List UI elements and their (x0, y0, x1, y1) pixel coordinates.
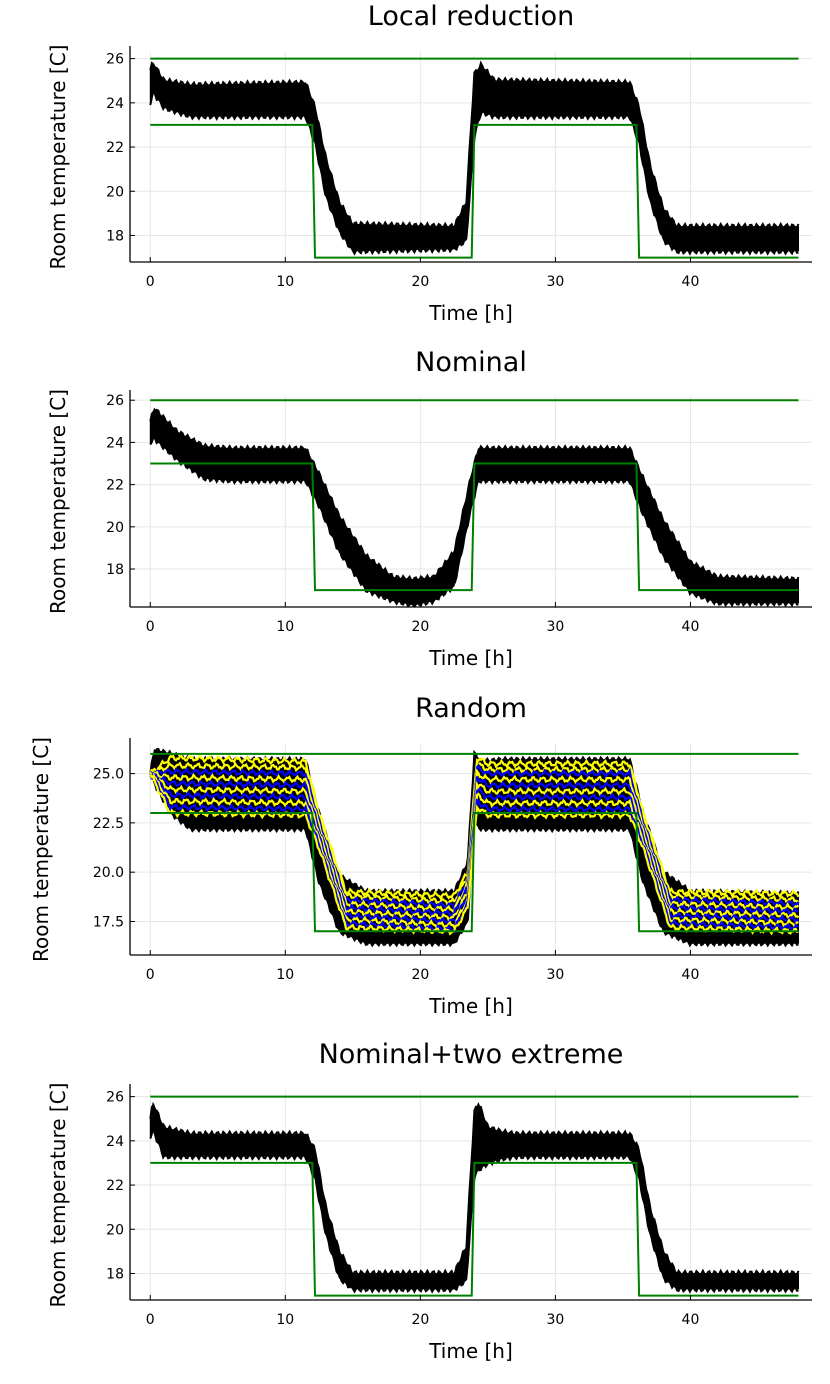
comfort-bound-lower (150, 462, 799, 592)
x-axis-label: Time [h] (428, 301, 513, 325)
chart-title: Nominal (415, 347, 527, 378)
trajectory-edge-line (149, 60, 800, 232)
x-tick-label: 40 (682, 967, 700, 983)
y-axis-label: Room temperature [C] (46, 389, 70, 614)
x-tick-label: 40 (682, 1312, 700, 1328)
chart-panel-4: 0 10 20 30 40 18 20 22 24 26 Nominal+two extreme Ti… (46, 1039, 812, 1363)
x-tick-label: 30 (546, 619, 564, 635)
y-tick-label: 25.0 (93, 767, 124, 783)
x-tick-label: 30 (546, 274, 564, 290)
x-tick-label: 10 (276, 1312, 294, 1328)
y-tick-label: 20 (106, 184, 124, 200)
y-tick-label: 22 (106, 1178, 124, 1194)
y-axis-label: Room temperature [C] (46, 45, 70, 270)
comfort-bound-lower (150, 812, 799, 933)
y-tick-label: 20 (106, 1222, 124, 1238)
y-tick-label: 26 (106, 393, 124, 409)
y-tick-label: 26 (106, 1090, 124, 1106)
x-tick-label: 0 (146, 274, 155, 290)
x-tick-label: 20 (411, 967, 429, 983)
x-tick-label: 30 (546, 967, 564, 983)
y-tick-label: 24 (106, 96, 124, 112)
x-tick-label: 0 (146, 967, 155, 983)
y-tick-label: 18 (106, 1266, 124, 1282)
chart-panel-3: 0 10 20 30 40 17.5 20.0 22.5 25.0 Random Time [h] R… (29, 693, 812, 1018)
trajectory-edge-line (149, 1103, 800, 1279)
chart-title: Nominal+two extreme (319, 1039, 624, 1070)
x-tick-label: 40 (682, 619, 700, 635)
plot-area (149, 747, 800, 948)
chart-title: Local reduction (368, 1, 575, 32)
x-tick-label: 10 (276, 274, 294, 290)
comfort-bound-lower (150, 123, 799, 259)
trajectory-edge-line (149, 408, 800, 584)
x-axis-label: Time [h] (428, 646, 513, 670)
y-tick-label: 20.0 (93, 865, 124, 881)
plot-area (149, 57, 800, 259)
y-tick-label: 18 (106, 228, 124, 244)
y-tick-label: 26 (106, 52, 124, 68)
x-tick-label: 10 (276, 967, 294, 983)
y-tick-label: 20 (106, 520, 124, 536)
x-axis-label: Time [h] (428, 1339, 513, 1363)
comfort-bound-lower (150, 1161, 799, 1297)
chart-panel-2: 0 10 20 30 40 18 20 22 24 26 Nominal Time [h] Room t… (46, 347, 812, 670)
x-tick-label: 30 (546, 1312, 564, 1328)
y-tick-label: 22 (106, 140, 124, 156)
chart-title: Random (415, 693, 527, 724)
y-tick-label: 22.5 (93, 816, 124, 832)
y-tick-label: 22 (106, 478, 124, 494)
x-tick-label: 20 (411, 619, 429, 635)
x-tick-label: 20 (411, 274, 429, 290)
x-tick-label: 20 (411, 1312, 429, 1328)
y-axis-label: Room temperature [C] (46, 1083, 70, 1308)
x-axis-label: Time [h] (428, 994, 513, 1018)
y-tick-label: 24 (106, 1134, 124, 1150)
chart-panel-1: 0 10 20 30 40 18 20 22 24 26 Local reduction Time [… (46, 1, 812, 325)
x-tick-label: 0 (146, 1312, 155, 1328)
y-tick-label: 18 (106, 562, 124, 578)
x-tick-label: 40 (682, 274, 700, 290)
plot-area (149, 1095, 800, 1297)
y-tick-label: 17.5 (93, 914, 124, 930)
x-tick-label: 10 (276, 619, 294, 635)
y-axis-label: Room temperature [C] (29, 737, 53, 962)
y-tick-label: 24 (106, 435, 124, 451)
x-tick-label: 0 (146, 619, 155, 635)
plot-area (149, 399, 800, 607)
